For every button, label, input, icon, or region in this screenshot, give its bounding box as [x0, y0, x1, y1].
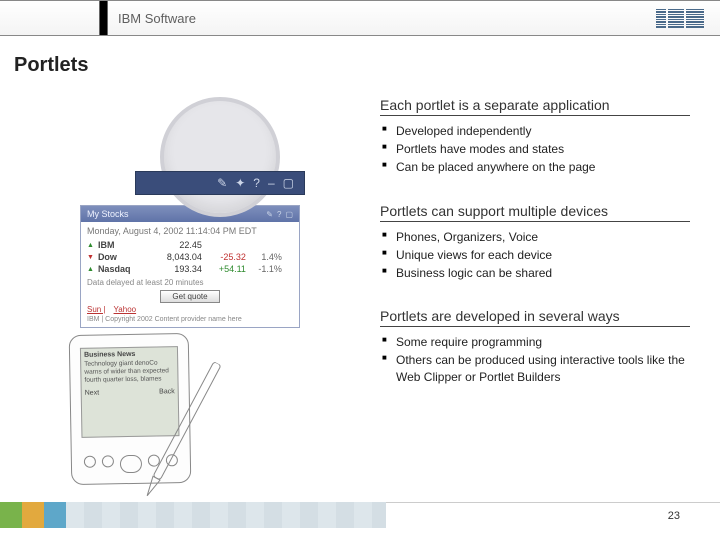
- pda-device: Business News Technology giant denoCo wa…: [70, 334, 220, 504]
- stock-value: 22.45: [152, 240, 202, 250]
- stock-value: 8,043.04: [152, 252, 202, 262]
- footer-image-strip: [66, 502, 386, 528]
- pda-button-icon: [148, 454, 160, 466]
- list-item: Portlets have modes and states: [382, 140, 690, 158]
- ibm-logo: [656, 9, 704, 28]
- pda-screen: Business News Technology giant denoCo wa…: [80, 346, 180, 438]
- bullet-list: Some require programming Others can be p…: [380, 333, 690, 386]
- pda-button-icon: [166, 454, 178, 466]
- header-accent: [100, 1, 108, 35]
- section-heading: Each portlet is a separate application: [380, 97, 690, 116]
- footer: 23: [0, 502, 720, 528]
- pda-button-icon: [84, 456, 96, 468]
- portlet-body: Monday, August 4, 2002 11:14:04 PM EDT ▲…: [81, 222, 299, 327]
- pda-hw-buttons: [72, 454, 190, 474]
- stocks-portlet: My Stocks ✎ ? ▢ Monday, August 4, 2002 1…: [80, 205, 300, 328]
- stocks-date: Monday, August 4, 2002 11:14:04 PM EDT: [87, 226, 293, 236]
- bullet-list: Developed independently Portlets have mo…: [380, 122, 690, 177]
- stock-name: IBM: [98, 240, 148, 250]
- bullet-list: Phones, Organizers, Voice Unique views f…: [380, 228, 690, 283]
- edit-icon: ✎: [217, 176, 227, 190]
- section-heading: Portlets can support multiple devices: [380, 203, 690, 222]
- help-icon: ?: [277, 210, 281, 219]
- illustration-column: ✎ ✦ ? – ▢ My Stocks ✎ ? ▢ Monday, August…: [0, 97, 380, 504]
- table-row: ▼ Dow 8,043.04 -25.32 1.4%: [87, 251, 293, 263]
- color-block: [0, 502, 22, 528]
- pda-heading: Business News: [84, 350, 174, 359]
- link[interactable]: Yahoo: [114, 305, 137, 314]
- section: Each portlet is a separate application D…: [380, 97, 690, 177]
- pda-button-icon: [102, 455, 114, 467]
- list-item: Phones, Organizers, Voice: [382, 228, 690, 246]
- get-quote-button[interactable]: Get quote: [160, 290, 220, 303]
- maximize-icon: ▢: [285, 210, 293, 219]
- section-heading: Portlets are developed in several ways: [380, 308, 690, 327]
- list-item: Some require programming: [382, 333, 690, 351]
- config-icon: ✦: [235, 176, 245, 190]
- minimize-icon: –: [268, 176, 275, 190]
- section: Portlets can support multiple devices Ph…: [380, 203, 690, 283]
- down-icon: ▼: [87, 254, 94, 261]
- maximize-icon: ▢: [283, 176, 294, 190]
- header-spacer: [0, 1, 100, 35]
- content: ✎ ✦ ? – ▢ My Stocks ✎ ? ▢ Monday, August…: [0, 77, 720, 504]
- pda-nav-prev: Next: [85, 390, 100, 397]
- footer-right: 23: [386, 502, 720, 528]
- magnifier-circle: ✎ ✦ ? – ▢: [160, 97, 280, 217]
- link[interactable]: Sun |: [87, 305, 106, 314]
- header-left: IBM Software: [0, 1, 196, 35]
- stock-percent: 1.4%: [250, 252, 282, 262]
- up-icon: ▲: [87, 266, 94, 273]
- table-row: ▲ Nasdaq 193.34 +54.11 -1.1%: [87, 263, 293, 275]
- list-item: Developed independently: [382, 122, 690, 140]
- list-item: Others can be produced using interactive…: [382, 351, 690, 385]
- list-item: Business logic can be shared: [382, 264, 690, 282]
- page-title: Portlets: [0, 36, 720, 77]
- portlet-title-text: My Stocks: [87, 209, 129, 219]
- stocks-copyright: IBM | Copyright 2002 Content provider na…: [87, 316, 293, 323]
- text-column: Each portlet is a separate application D…: [380, 97, 720, 504]
- list-item: Unique views for each device: [382, 246, 690, 264]
- portlet-title-icons: ✎ ? ▢: [266, 210, 293, 219]
- stocks-delay-note: Data delayed at least 20 minutes: [87, 278, 293, 287]
- portlet-toolbar-zoomed: ✎ ✦ ? – ▢: [135, 171, 305, 195]
- stock-value: 193.34: [152, 264, 202, 274]
- up-icon: ▲: [87, 242, 94, 249]
- help-icon: ?: [253, 176, 260, 190]
- stock-percent: -1.1%: [250, 264, 282, 274]
- pda-dpad-icon: [120, 455, 142, 473]
- stock-name: Dow: [98, 252, 148, 262]
- stock-change: -25.32: [206, 252, 246, 262]
- footer-color-blocks: [0, 502, 66, 528]
- pda-nav-next: Back: [159, 389, 175, 396]
- header-brand: IBM Software: [108, 11, 196, 26]
- table-row: ▲ IBM 22.45: [87, 239, 293, 251]
- list-item: Can be placed anywhere on the page: [382, 158, 690, 176]
- color-block: [44, 502, 66, 528]
- stocks-links: Sun | Yahoo: [87, 305, 293, 314]
- pda-article-text: Technology giant denoCo warns of wider t…: [84, 359, 174, 384]
- edit-icon: ✎: [266, 210, 273, 219]
- page-number: 23: [668, 510, 680, 522]
- stock-name: Nasdaq: [98, 264, 148, 274]
- color-block: [22, 502, 44, 528]
- section: Portlets are developed in several ways S…: [380, 308, 690, 386]
- stock-change: +54.11: [206, 264, 246, 274]
- header-bar: IBM Software: [0, 0, 720, 36]
